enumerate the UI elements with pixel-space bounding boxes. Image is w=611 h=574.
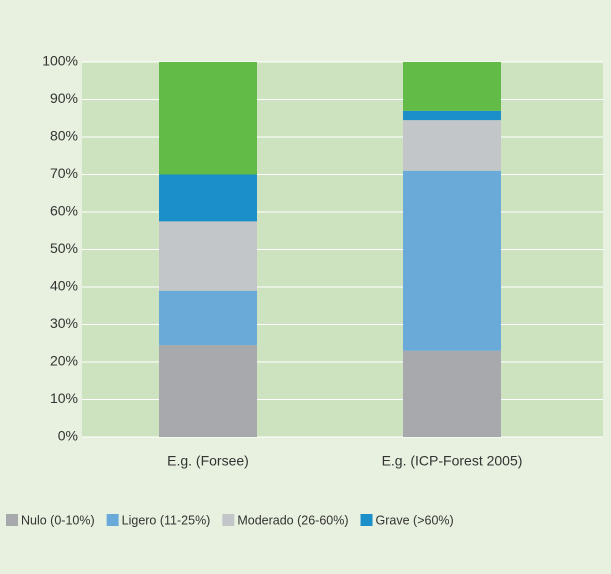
legend-label: Moderado (26-60%) — [237, 513, 348, 527]
legend-label: Grave (>60%) — [376, 513, 454, 527]
bar-segment — [403, 110, 501, 121]
bar-segment — [403, 350, 501, 437]
y-tick-label: 0% — [58, 428, 78, 444]
y-tick-label: 50% — [50, 240, 78, 256]
bar-segment — [403, 120, 501, 171]
x-tick-label: E.g. (Forsee) — [167, 453, 249, 469]
legend-swatch — [6, 514, 18, 526]
y-tick-label: 70% — [50, 165, 78, 181]
bar-segment — [403, 62, 501, 111]
legend-label: Nulo (0-10%) — [21, 513, 95, 527]
bar-segment — [159, 290, 257, 346]
y-tick-label: 20% — [50, 353, 78, 369]
y-tick-label: 80% — [50, 128, 78, 144]
y-tick-label: 30% — [50, 315, 78, 331]
y-tick-label: 90% — [50, 90, 78, 106]
y-tick-label: 100% — [42, 53, 78, 69]
legend-swatch — [106, 514, 119, 526]
bar-segment — [159, 345, 257, 437]
legend-label: Ligero (11-25%) — [122, 513, 211, 527]
bar-segment — [159, 221, 257, 291]
y-tick-label: 40% — [50, 278, 78, 294]
y-tick-label: 10% — [50, 390, 78, 406]
legend-swatch — [222, 514, 235, 526]
y-tick-label: 60% — [50, 203, 78, 219]
bar-segment — [403, 170, 501, 351]
x-tick-label: E.g. (ICP-Forest 2005) — [382, 453, 523, 469]
bar-segment — [159, 62, 257, 175]
legend-swatch — [360, 514, 373, 526]
bar-segment — [159, 174, 257, 222]
